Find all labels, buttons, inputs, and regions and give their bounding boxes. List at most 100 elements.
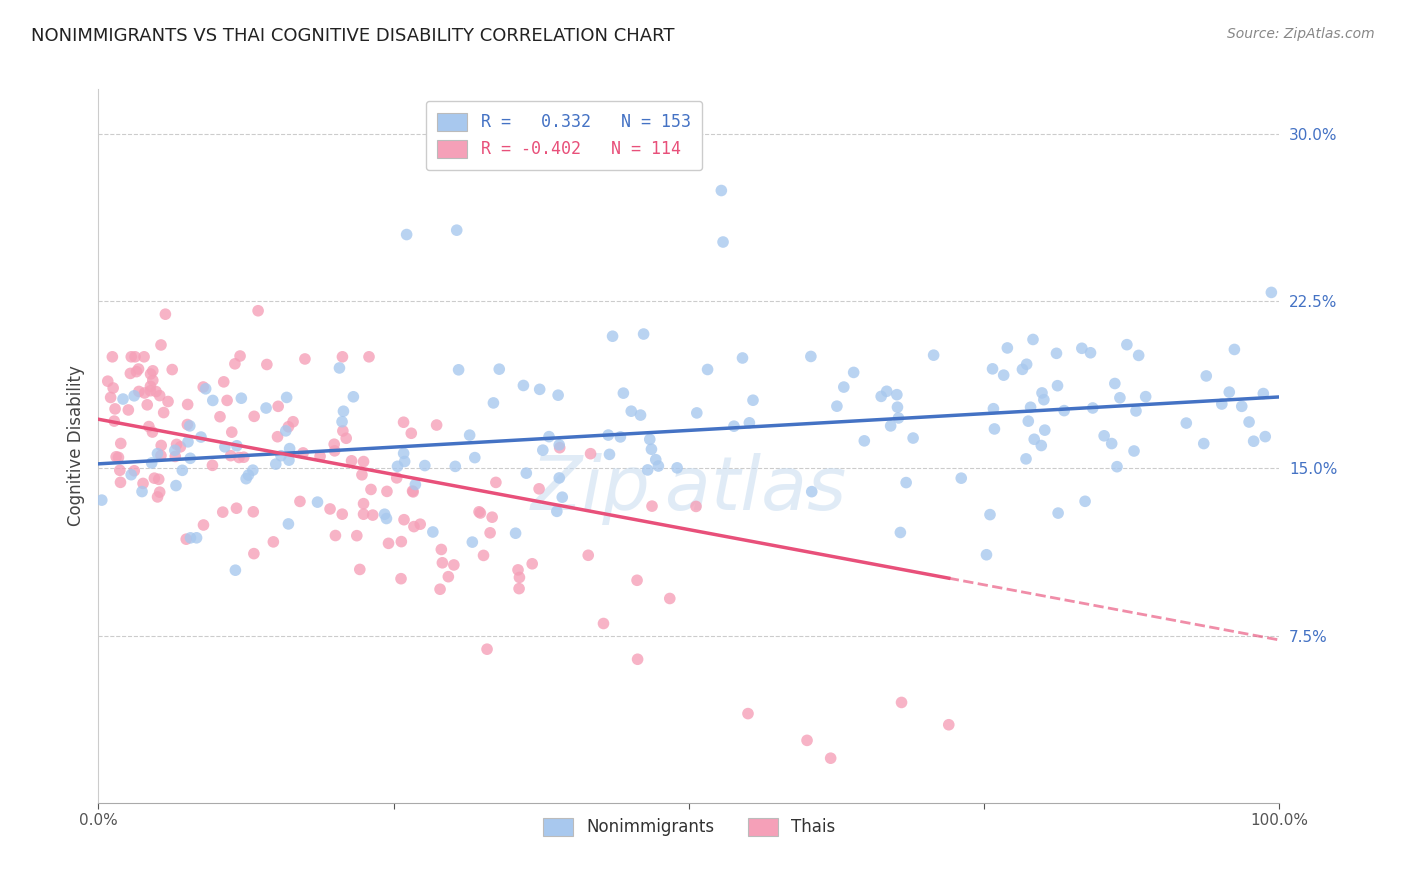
Point	[832, 380, 855, 394]
Point	[576, 548, 599, 562]
Point	[938, 717, 960, 731]
Point	[429, 582, 451, 597]
Point	[292, 446, 315, 460]
Point	[1024, 432, 1046, 446]
Point	[392, 446, 415, 460]
Point	[723, 419, 745, 434]
Point	[155, 307, 177, 321]
Point	[641, 499, 664, 513]
Point	[711, 235, 734, 249]
Point	[120, 350, 142, 364]
Point	[468, 505, 491, 519]
Point	[148, 472, 170, 486]
Point	[353, 454, 375, 468]
Point	[330, 507, 353, 521]
Point	[1253, 386, 1275, 401]
Point	[150, 338, 173, 352]
Point	[876, 384, 898, 399]
Point	[294, 351, 316, 366]
Point	[231, 391, 253, 405]
Point	[993, 368, 1015, 383]
Point	[742, 393, 765, 408]
Point	[508, 570, 530, 584]
Point	[110, 475, 132, 490]
Point	[1070, 341, 1092, 355]
Point	[139, 379, 162, 393]
Point	[165, 450, 187, 464]
Point	[353, 497, 375, 511]
Point	[157, 394, 180, 409]
Point	[710, 184, 733, 198]
Point	[194, 382, 217, 396]
Point	[97, 374, 120, 388]
Point	[401, 426, 423, 441]
Point	[179, 531, 201, 545]
Point	[342, 390, 364, 404]
Point	[105, 450, 128, 464]
Point	[107, 450, 129, 465]
Point	[332, 404, 354, 418]
Point	[983, 422, 1005, 436]
Point	[1019, 401, 1042, 415]
Point	[1123, 444, 1146, 458]
Point	[505, 526, 527, 541]
Point	[90, 493, 112, 508]
Point	[394, 454, 416, 468]
Point	[1080, 345, 1102, 359]
Point	[325, 528, 347, 542]
Point	[413, 458, 436, 473]
Point	[375, 484, 398, 499]
Point	[266, 430, 288, 444]
Point	[101, 350, 124, 364]
Point	[346, 529, 368, 543]
Point	[626, 574, 648, 588]
Point	[125, 365, 148, 379]
Point	[1011, 362, 1033, 376]
Point	[447, 363, 470, 377]
Point	[512, 378, 534, 392]
Point	[731, 351, 754, 365]
Point	[149, 485, 172, 500]
Point	[409, 517, 432, 532]
Point	[981, 362, 1004, 376]
Point	[485, 475, 508, 490]
Point	[247, 303, 270, 318]
Point	[1195, 368, 1218, 383]
Point	[141, 425, 163, 439]
Point	[392, 415, 415, 429]
Point	[149, 389, 172, 403]
Point	[1260, 285, 1282, 300]
Point	[886, 387, 908, 401]
Point	[278, 453, 301, 467]
Point	[870, 389, 893, 403]
Point	[229, 349, 252, 363]
Point	[277, 419, 299, 434]
Point	[515, 466, 537, 480]
Point	[169, 440, 191, 454]
Point	[612, 386, 634, 401]
Point	[179, 451, 201, 466]
Point	[219, 449, 242, 463]
Point	[225, 439, 247, 453]
Point	[139, 384, 162, 398]
Point	[598, 447, 620, 461]
Point	[392, 513, 415, 527]
Point	[1211, 397, 1233, 411]
Point	[796, 733, 818, 747]
Point	[887, 411, 910, 425]
Point	[323, 437, 346, 451]
Point	[350, 467, 373, 482]
Point	[820, 751, 842, 765]
Point	[458, 428, 481, 442]
Point	[402, 484, 425, 499]
Point	[633, 326, 655, 341]
Point	[1031, 385, 1053, 400]
Point	[335, 431, 357, 445]
Point	[879, 418, 901, 433]
Point	[529, 382, 551, 396]
Point	[309, 449, 332, 463]
Point	[894, 475, 917, 490]
Point	[332, 424, 354, 438]
Point	[136, 398, 159, 412]
Point	[110, 436, 132, 450]
